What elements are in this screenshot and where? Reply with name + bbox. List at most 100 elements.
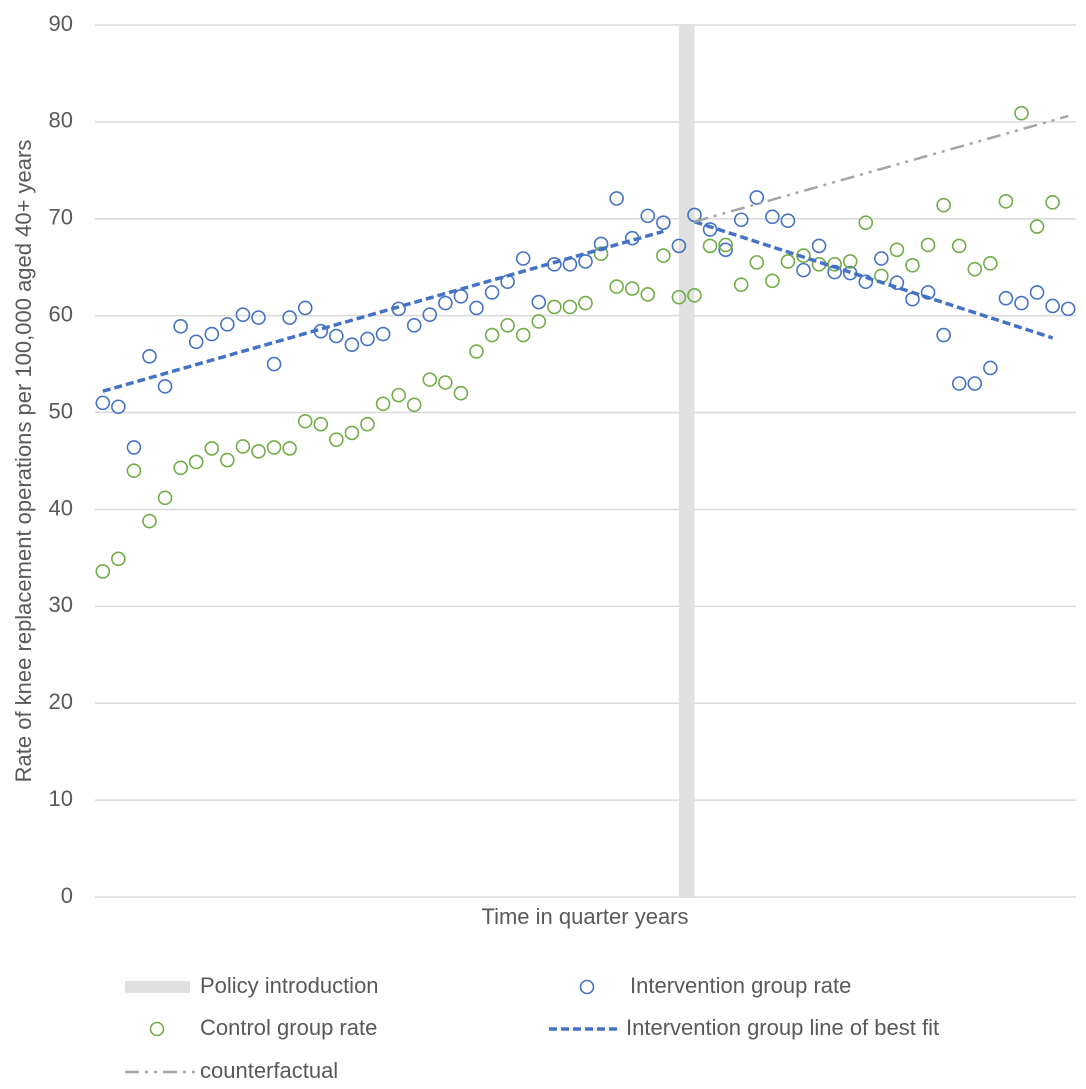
data-point xyxy=(157,490,173,506)
data-point xyxy=(235,307,251,322)
data-point xyxy=(251,444,266,459)
data-point xyxy=(718,242,733,258)
data-point xyxy=(515,251,531,266)
data-point xyxy=(313,416,329,432)
y-tick-label: 60 xyxy=(49,301,73,326)
data-point xyxy=(126,440,142,455)
data-point xyxy=(874,268,889,284)
trend-line xyxy=(102,229,664,393)
data-point xyxy=(1029,285,1045,300)
data-point xyxy=(889,242,905,258)
data-point xyxy=(188,454,204,470)
data-point xyxy=(951,238,967,254)
policy-band xyxy=(678,25,695,897)
data-point xyxy=(282,441,297,456)
data-point xyxy=(1029,219,1045,234)
data-point xyxy=(1045,195,1060,210)
legend-label: Policy introduction xyxy=(200,973,379,998)
data-point xyxy=(796,262,811,278)
data-point xyxy=(438,295,453,311)
data-point xyxy=(827,257,842,272)
data-point xyxy=(951,376,967,391)
data-point xyxy=(173,319,188,334)
data-point xyxy=(811,238,827,254)
data-point xyxy=(702,222,718,237)
data-point xyxy=(157,379,173,394)
data-point xyxy=(547,299,562,315)
data-point xyxy=(671,238,687,254)
data-point xyxy=(266,356,282,372)
data-point xyxy=(609,279,624,294)
data-point xyxy=(406,318,422,333)
data-point xyxy=(593,246,609,261)
legend-label: counterfactual xyxy=(200,1058,338,1083)
data-point xyxy=(624,281,640,296)
data-point xyxy=(562,299,578,315)
data-point xyxy=(858,215,874,230)
trend-line xyxy=(693,220,1054,340)
y-tick-label: 40 xyxy=(49,495,73,520)
data-point xyxy=(95,564,111,579)
data-point xyxy=(531,314,547,329)
data-point xyxy=(936,197,951,213)
legend-label: Intervention group rate xyxy=(630,973,851,998)
y-tick-label: 50 xyxy=(49,398,73,423)
data-point xyxy=(251,310,266,325)
data-point xyxy=(749,255,765,270)
data-point xyxy=(142,513,157,529)
data-point xyxy=(391,387,406,403)
data-point xyxy=(360,331,375,347)
data-point xyxy=(375,326,391,342)
data-point xyxy=(640,208,656,224)
data-point xyxy=(983,256,998,271)
data-point xyxy=(329,328,344,344)
data-point xyxy=(718,237,733,253)
data-point xyxy=(983,360,998,376)
data-point xyxy=(111,399,126,415)
data-point xyxy=(453,385,469,401)
data-point xyxy=(329,432,344,447)
data-point xyxy=(1045,298,1060,314)
data-point xyxy=(656,248,671,263)
data-point xyxy=(578,295,593,311)
data-point xyxy=(920,237,936,253)
legend-swatch xyxy=(125,981,190,993)
data-point xyxy=(765,209,780,225)
data-point xyxy=(220,452,235,468)
data-point xyxy=(780,254,796,269)
data-point xyxy=(702,238,718,254)
data-point xyxy=(297,413,313,429)
data-point xyxy=(609,191,624,206)
data-point xyxy=(687,288,702,303)
data-point xyxy=(1060,301,1076,317)
data-point xyxy=(998,290,1014,306)
x-axis-title: Time in quarter years xyxy=(481,904,688,929)
data-point xyxy=(204,326,220,342)
data-point xyxy=(967,376,983,391)
data-point xyxy=(733,277,749,292)
y-tick-label: 70 xyxy=(49,205,73,230)
data-point xyxy=(733,212,749,228)
data-point xyxy=(173,460,188,476)
data-point xyxy=(515,327,531,343)
data-point xyxy=(95,395,111,411)
data-point xyxy=(220,317,235,332)
data-point xyxy=(842,254,858,269)
data-point xyxy=(126,463,142,478)
data-point xyxy=(905,257,920,273)
data-point xyxy=(531,294,547,310)
data-point xyxy=(188,334,204,350)
data-point xyxy=(282,310,297,325)
data-point xyxy=(142,349,157,364)
y-tick-label: 90 xyxy=(49,11,73,36)
y-tick-label: 20 xyxy=(49,689,73,714)
data-point xyxy=(656,215,671,230)
y-axis-title: Rate of knee replacement operations per … xyxy=(11,140,36,783)
data-point xyxy=(780,213,796,229)
data-point xyxy=(469,300,484,316)
data-point xyxy=(235,439,251,454)
legend-swatch xyxy=(579,979,595,995)
data-point xyxy=(344,425,360,441)
legend-label: Intervention group line of best fit xyxy=(626,1015,939,1040)
